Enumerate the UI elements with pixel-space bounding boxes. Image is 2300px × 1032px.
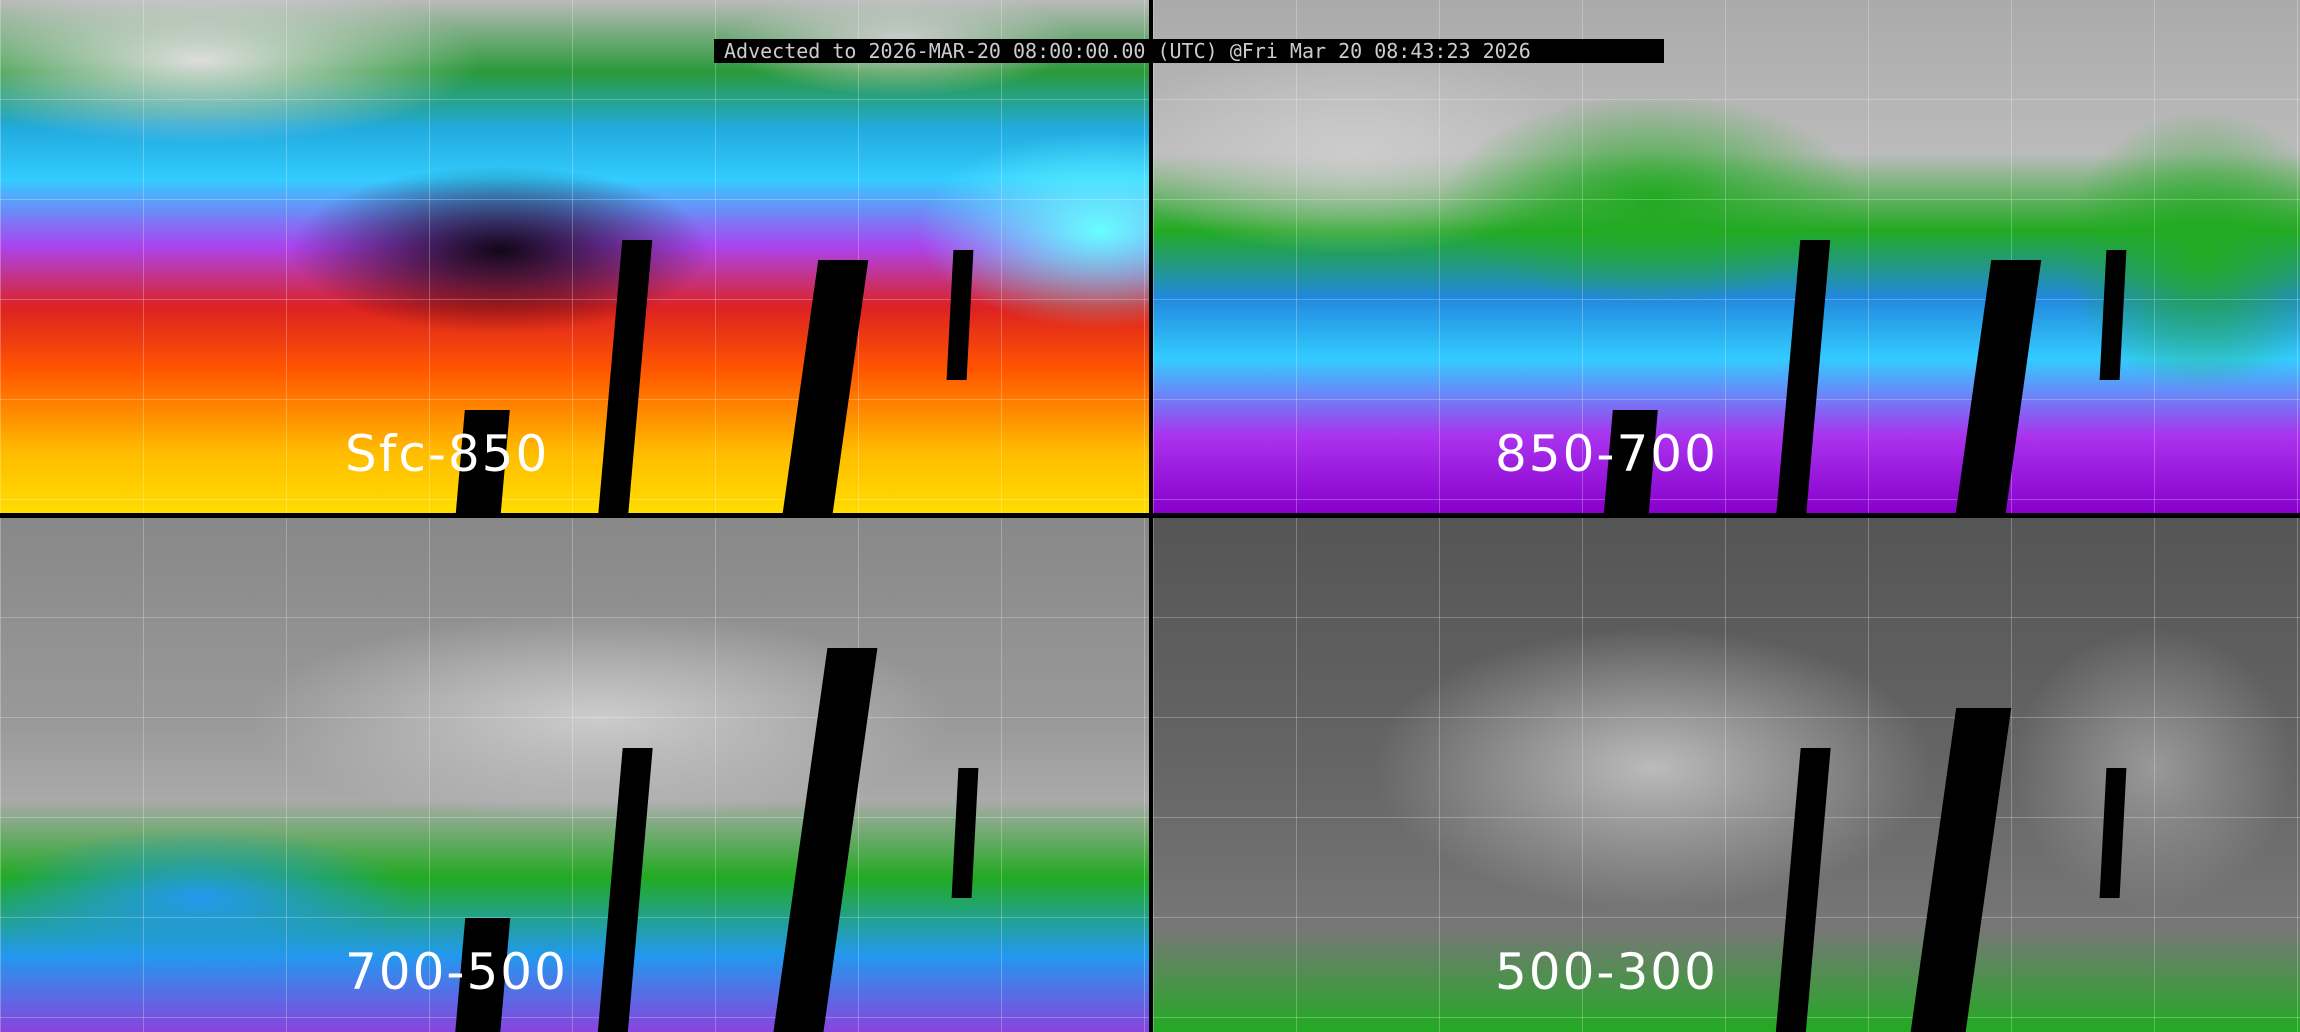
panel-sfc-850: Sfc-850: [0, 0, 1149, 513]
advection-timestamp-title: Advected to 2026-MAR-20 08:00:00.00 (UTC…: [714, 39, 1664, 63]
panel-label: 500-300: [1495, 943, 1718, 1001]
panel-label: 850-700: [1495, 425, 1718, 483]
lat-lon-grid: [1153, 0, 2300, 513]
panel-700-500: 700-500: [0, 518, 1149, 1032]
lat-lon-grid: [1153, 518, 2300, 1032]
lat-lon-grid: [0, 0, 1149, 513]
panel-label: Sfc-850: [345, 425, 550, 483]
panel-500-300: 500-300: [1153, 518, 2300, 1032]
panel-850-700: 850-700: [1153, 0, 2300, 513]
panel-label: 700-500: [345, 943, 568, 1001]
